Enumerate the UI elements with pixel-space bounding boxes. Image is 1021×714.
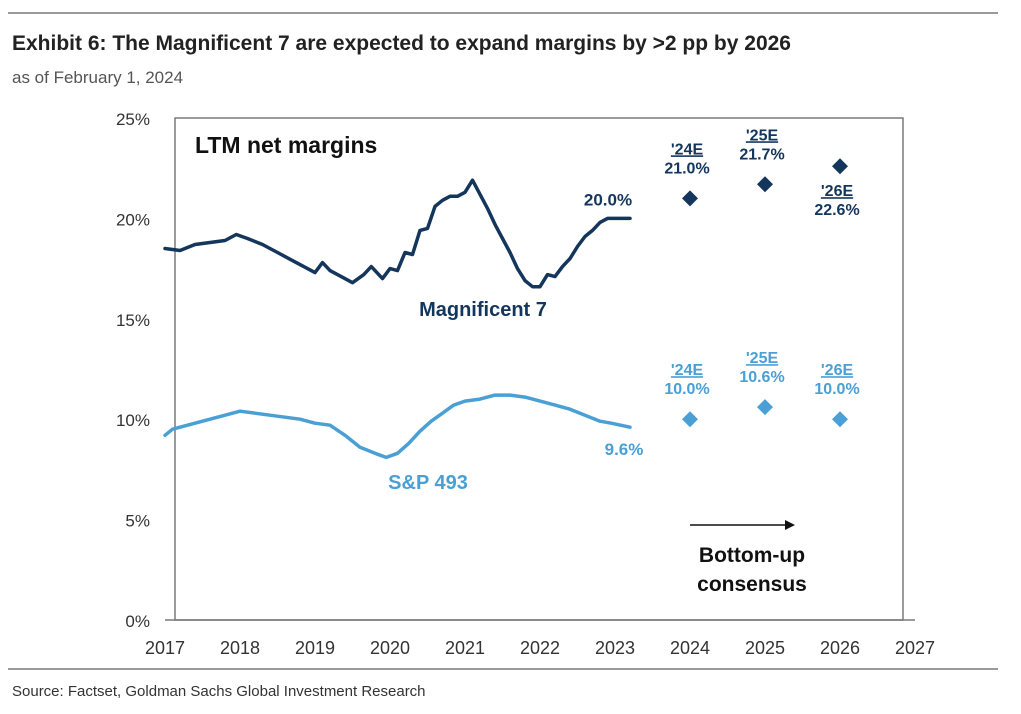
y-tick-label: 0% (125, 612, 150, 631)
consensus-arrowhead (785, 520, 795, 530)
estimate-marker (757, 399, 773, 416)
x-tick-label: 2018 (220, 638, 260, 658)
estimate-year-label: '25E (746, 127, 779, 144)
x-tick-label: 2027 (895, 638, 935, 658)
x-tick-label: 2026 (820, 638, 860, 658)
estimate-marker (682, 190, 698, 207)
estimate-value-label: 21.7% (739, 146, 784, 163)
estimate-value-label: 10.0% (664, 381, 709, 398)
y-tick-label: 25% (116, 110, 150, 129)
x-tick-label: 2025 (745, 638, 785, 658)
top-rule (8, 12, 998, 14)
y-tick-label: 20% (116, 210, 150, 229)
estimate-year-label: '24E (671, 362, 704, 379)
y-tick-label: 5% (125, 512, 150, 531)
estimate-marker (832, 411, 848, 428)
estimate-year-label: '26E (821, 183, 854, 200)
estimate-value-label: 22.6% (814, 202, 859, 219)
estimate-value-label: 21.0% (664, 160, 709, 177)
sp493-end-label: 9.6% (605, 440, 644, 459)
x-tick-label: 2017 (145, 638, 185, 658)
estimate-value-label: 10.0% (814, 381, 859, 398)
mag7-series-label: Magnificent 7 (419, 299, 547, 321)
x-tick-label: 2020 (370, 638, 410, 658)
consensus-text-line2: consensus (697, 573, 807, 596)
source-note: Source: Factset, Goldman Sachs Global In… (12, 683, 426, 700)
estimate-marker (832, 158, 848, 175)
x-tick-label: 2022 (520, 638, 560, 658)
exhibit-title: Exhibit 6: The Magnificent 7 are expecte… (12, 32, 791, 55)
estimate-marker (682, 411, 698, 428)
estimate-year-label: '26E (821, 362, 854, 379)
x-tick-label: 2021 (445, 638, 485, 658)
consensus-text-line1: Bottom-up (699, 544, 805, 567)
exhibit-subtitle: as of February 1, 2024 (12, 68, 184, 87)
y-tick-label: 15% (116, 311, 150, 330)
estimate-year-label: '24E (671, 141, 704, 158)
chart-title: LTM net margins (195, 132, 377, 158)
x-tick-label: 2019 (295, 638, 335, 658)
bottom-rule (8, 668, 998, 670)
y-tick-label: 10% (116, 411, 150, 430)
estimate-marker (757, 176, 773, 193)
sp493-line (163, 393, 632, 460)
estimate-value-label: 10.6% (739, 369, 784, 386)
x-tick-label: 2024 (670, 638, 710, 658)
estimate-year-label: '25E (746, 350, 779, 367)
mag7-line (163, 178, 632, 289)
mag7-end-label: 20.0% (584, 190, 632, 209)
x-tick-label: 2023 (595, 638, 635, 658)
sp493-series-label: S&P 493 (388, 472, 468, 494)
